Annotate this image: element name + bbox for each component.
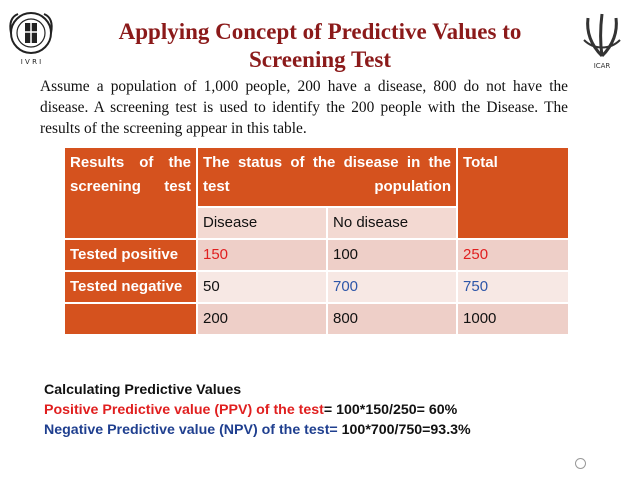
npv-label: Negative Predictive value (NPV) of the t… [44, 422, 338, 438]
row-label-totals [63, 302, 198, 336]
ppv-line: Positive Predictive value (PPV) of the t… [44, 400, 604, 420]
ppv-label: Positive Predictive value (PPV) of the t… [44, 402, 324, 418]
header-total: Total [456, 146, 571, 240]
cell-total-disease: 200 [196, 302, 328, 336]
cell-total-no-disease: 800 [325, 302, 459, 336]
table-header-row: Results of the screening test The status… [63, 146, 571, 240]
header-results-of-test: Results of the screening test [63, 146, 198, 240]
ivri-logo-text: I V R I [21, 58, 41, 66]
slide-title: Applying Concept of Predictive Values to… [118, 19, 522, 72]
header-disease-status: The status of the disease in the test po… [195, 146, 459, 208]
predictive-values-section: Calculating Predictive Values Positive P… [44, 380, 604, 440]
table-row: Tested positive 150 100 250 [63, 238, 571, 272]
intro-paragraph: Assume a population of 1,000 people, 200… [40, 78, 568, 137]
screening-results-table: Results of the screening test The status… [63, 146, 571, 336]
cell-negative-total: 750 [456, 270, 571, 304]
table-row: Tested negative 50 700 750 [63, 270, 571, 304]
cell-positive-total: 250 [456, 238, 571, 272]
calc-heading: Calculating Predictive Values [44, 382, 242, 398]
subheader-disease: Disease [196, 206, 328, 240]
npv-value: 100*700/750=93.3% [337, 422, 471, 438]
icar-logo-text: ICAR [594, 62, 611, 70]
ivri-logo-icon: I V R I [9, 12, 53, 66]
npv-line: Negative Predictive value (NPV) of the t… [44, 420, 604, 440]
table-subheader-row: Disease No disease [64, 206, 569, 240]
cell-positive-no-disease: 100 [325, 238, 459, 272]
slide-indicator-icon [575, 458, 586, 469]
icar-logo-icon: ICAR [583, 13, 621, 70]
cell-positive-disease: 150 [196, 238, 328, 272]
cell-negative-no-disease: 700 [325, 270, 459, 304]
table-row: 200 800 1000 [63, 302, 571, 336]
cell-negative-disease: 50 [196, 270, 328, 304]
ppv-value: = 100*150/250= 60% [323, 402, 458, 418]
row-label-tested-positive: Tested positive [63, 238, 198, 272]
row-label-tested-negative: Tested negative [63, 270, 198, 304]
cell-grand-total: 1000 [456, 302, 571, 336]
subheader-no-disease: No disease [325, 206, 459, 240]
